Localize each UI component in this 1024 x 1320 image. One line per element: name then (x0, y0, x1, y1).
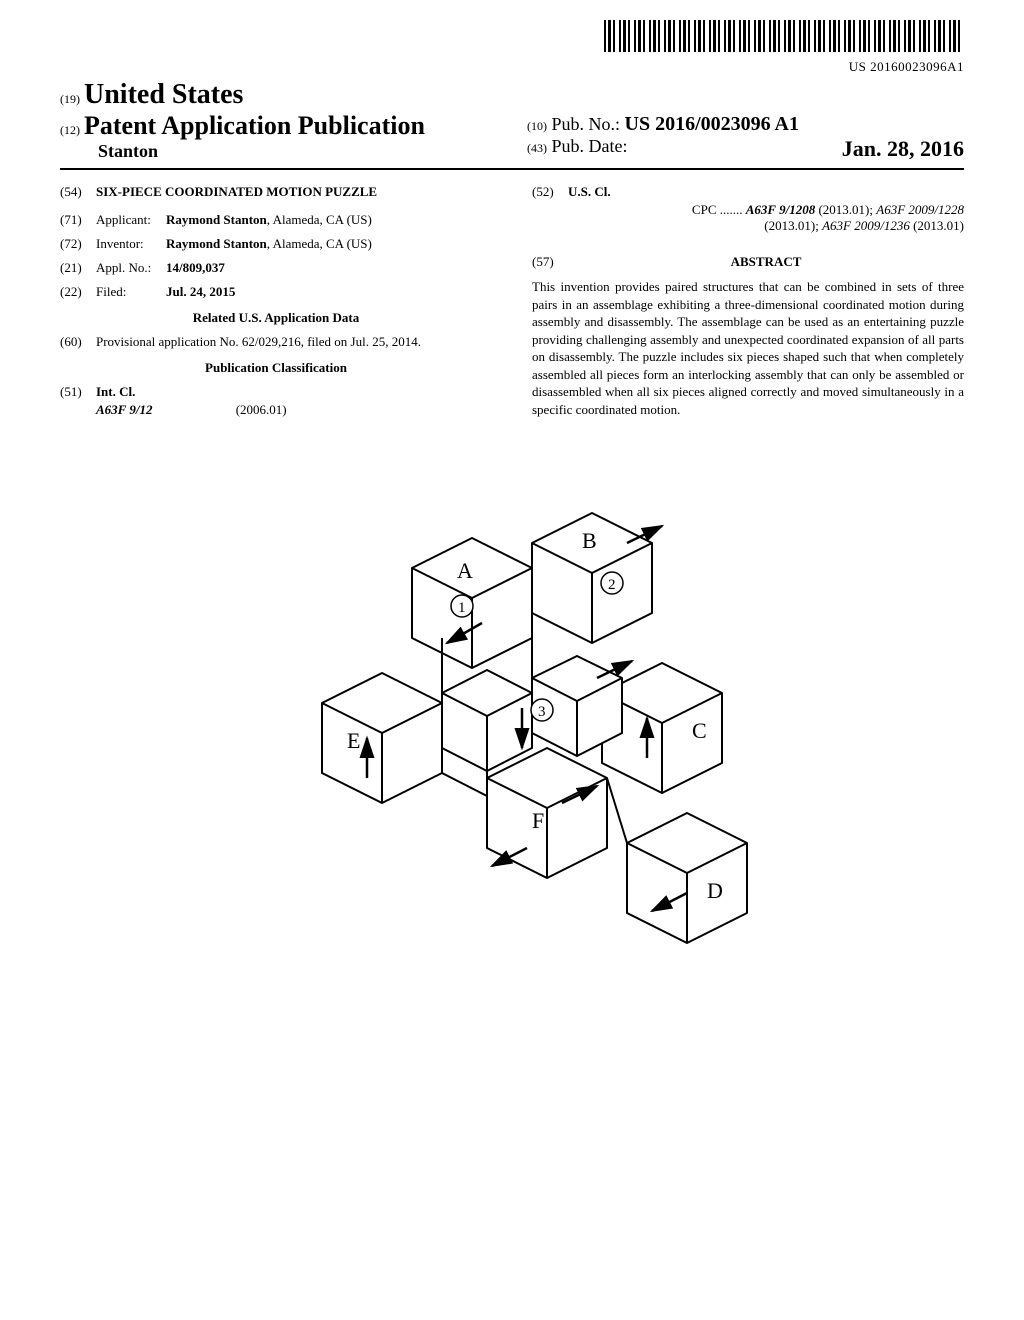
code-54: (54) (60, 184, 96, 200)
pub-date-value: Jan. 28, 2016 (842, 136, 964, 162)
cpc-2-date: (2013.01); (764, 218, 819, 233)
cpc-2: A63F 2009/1228 (876, 202, 964, 217)
svg-text:3: 3 (538, 704, 546, 720)
label-f: F (532, 808, 544, 833)
document-header: (19) United States (12) Patent Applicati… (60, 79, 964, 170)
pub-no-value: US 2016/0023096 A1 (625, 113, 799, 135)
circled-1: 1 (451, 595, 473, 617)
right-column: (52) U.S. Cl. CPC ....... A63F 9/1208 (2… (532, 184, 964, 418)
code-12: (12) (60, 123, 80, 137)
code-72: (72) (60, 236, 96, 252)
cube-small-left (442, 670, 532, 771)
code-43: (43) (527, 141, 547, 155)
applicant-label: Applicant: (96, 212, 166, 228)
code-60: (60) (60, 334, 96, 350)
cpc-main: A63F 9/1208 (746, 202, 815, 217)
label-c: C (692, 718, 707, 743)
barcode-area: US 20160023096A1 (60, 20, 964, 75)
pub-no-label: Pub. No.: (552, 114, 621, 134)
int-cl-value: A63F 9/12 (96, 402, 152, 417)
related-data-header: Related U.S. Application Data (60, 310, 492, 326)
cube-e (322, 673, 442, 803)
code-57: (57) (532, 254, 568, 270)
circled-2: 2 (601, 572, 623, 594)
cpc-main-date: (2013.01); (818, 202, 873, 217)
cpc-3-date: (2013.01) (913, 218, 964, 233)
inventor-name: Raymond Stanton (166, 236, 267, 251)
left-column: (54) SIX-PIECE COORDINATED MOTION PUZZLE… (60, 184, 492, 418)
code-51: (51) (60, 384, 96, 400)
country: United States (84, 79, 243, 110)
inventor-loc: , Alameda, CA (US) (267, 236, 372, 251)
int-cl-label: Int. Cl. (96, 384, 135, 400)
circled-3: 3 (531, 699, 553, 721)
label-b: B (582, 528, 597, 553)
appl-no-label: Appl. No.: (96, 260, 166, 276)
code-21: (21) (60, 260, 96, 276)
invention-title: SIX-PIECE COORDINATED MOTION PUZZLE (96, 184, 377, 200)
cube-d (627, 813, 747, 943)
cpc-prefix: CPC ....... (692, 202, 743, 217)
applicant-name: Raymond Stanton (166, 212, 267, 227)
int-cl-date: (2006.01) (236, 402, 287, 417)
label-d: D (707, 878, 723, 903)
cpc-3: A63F 2009/1236 (822, 218, 910, 233)
publication-type: Patent Application Publication (84, 111, 425, 140)
applicant-loc: , Alameda, CA (US) (267, 212, 372, 227)
abstract-heading: ABSTRACT (568, 254, 964, 270)
code-19: (19) (60, 92, 80, 106)
barcode-number: US 20160023096A1 (60, 59, 964, 75)
inventor-label: Inventor: (96, 236, 166, 252)
appl-no-value: 14/809,037 (166, 260, 492, 276)
label-a: A (457, 558, 473, 583)
provisional-text: Provisional application No. 62/029,216, … (96, 334, 492, 350)
barcode (604, 20, 964, 52)
bibliographic-columns: (54) SIX-PIECE COORDINATED MOTION PUZZLE… (60, 184, 964, 418)
pub-date-label: Pub. Date: (552, 136, 628, 156)
label-e: E (347, 728, 360, 753)
filed-value: Jul. 24, 2015 (166, 284, 492, 300)
puzzle-diagram: A B C D E F 1 2 3 (232, 448, 792, 1008)
us-cl-label: U.S. Cl. (568, 184, 611, 200)
code-52: (52) (532, 184, 568, 200)
classification-header: Publication Classification (60, 360, 492, 376)
code-22: (22) (60, 284, 96, 300)
abstract-text: This invention provides paired structure… (532, 278, 964, 418)
svg-text:2: 2 (608, 577, 616, 593)
code-10: (10) (527, 119, 547, 133)
filed-label: Filed: (96, 284, 166, 300)
svg-text:1: 1 (458, 600, 466, 616)
inventor-surname: Stanton (60, 141, 497, 162)
code-71: (71) (60, 212, 96, 228)
figure: A B C D E F 1 2 3 (60, 448, 964, 1013)
